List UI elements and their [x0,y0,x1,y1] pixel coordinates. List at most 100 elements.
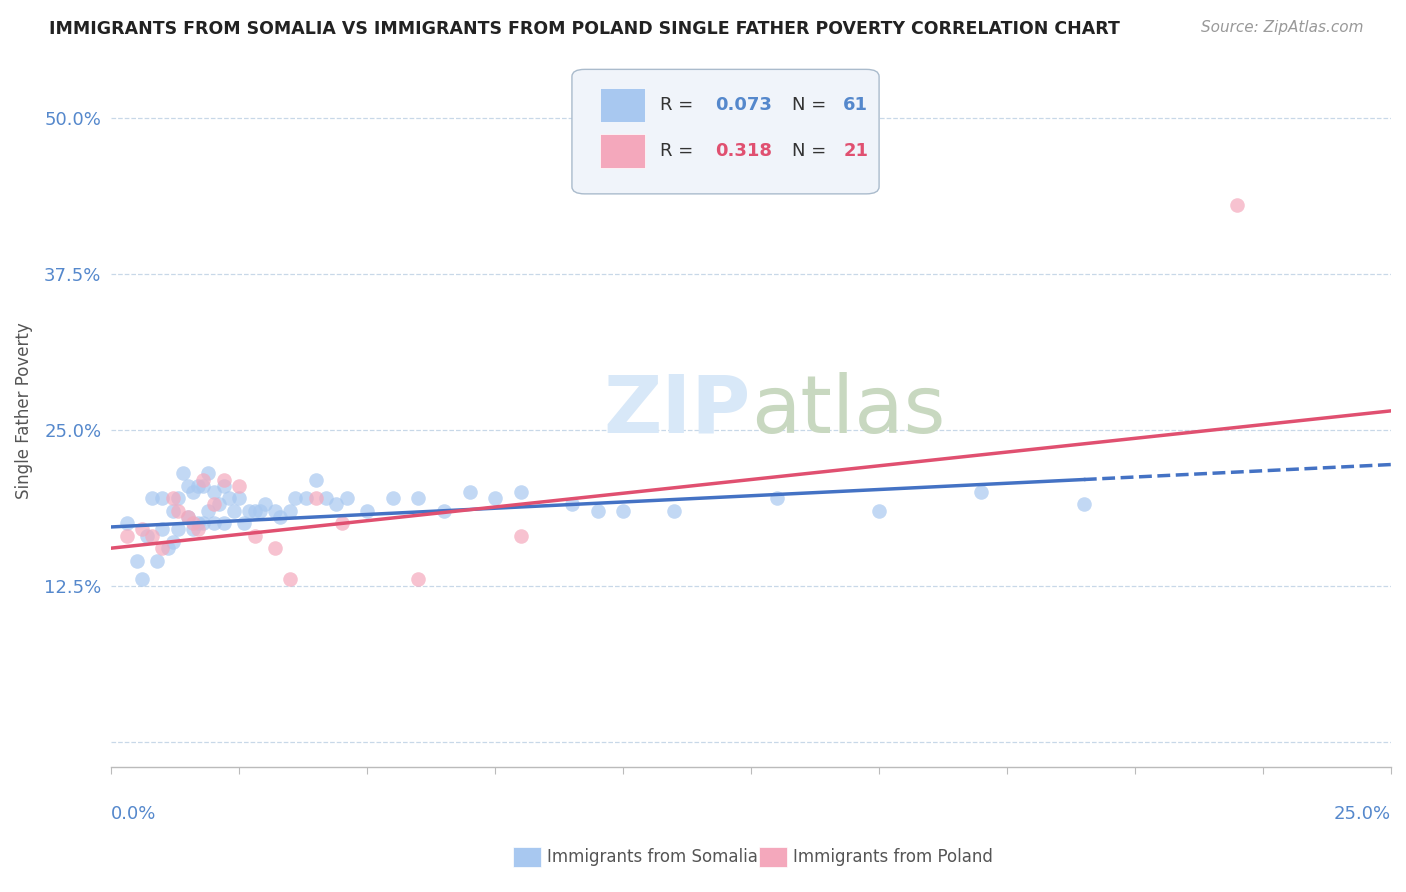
Point [177,510,200,524]
Point [177,479,200,493]
Text: atlas: atlas [751,372,945,450]
Point [146,554,169,568]
Point [305,491,328,506]
Point [561,498,583,512]
FancyBboxPatch shape [600,134,645,169]
Point [141,529,163,543]
Text: R =: R = [661,142,699,161]
Text: 0.318: 0.318 [716,142,772,161]
Point [280,504,302,518]
Point [970,485,993,500]
Text: Immigrants from Poland: Immigrants from Poland [793,848,993,866]
Point [509,529,531,543]
Text: IMMIGRANTS FROM SOMALIA VS IMMIGRANTS FROM POLAND SINGLE FATHER POVERTY CORRELAT: IMMIGRANTS FROM SOMALIA VS IMMIGRANTS FR… [49,20,1121,37]
Point [212,516,235,531]
Point [264,541,287,556]
Text: Source: ZipAtlas.com: Source: ZipAtlas.com [1201,20,1364,35]
Point [202,498,225,512]
Point [664,504,686,518]
Text: 21: 21 [844,142,869,161]
Point [222,504,245,518]
Point [612,504,634,518]
Point [187,516,209,531]
Point [141,491,163,506]
FancyBboxPatch shape [572,70,879,194]
Text: 0.0%: 0.0% [111,805,156,823]
Point [458,485,481,500]
Point [193,473,215,487]
Point [509,485,531,500]
Point [197,504,219,518]
Point [1226,198,1249,212]
FancyBboxPatch shape [600,88,645,122]
Point [202,516,225,531]
Point [294,491,316,506]
Point [315,491,337,506]
Point [269,510,291,524]
Point [284,491,307,506]
Point [156,541,179,556]
Text: Immigrants from Somalia: Immigrants from Somalia [547,848,758,866]
Point [152,491,174,506]
Point [433,504,456,518]
Point [162,504,184,518]
Point [193,516,215,531]
Point [243,529,266,543]
Point [115,529,138,543]
Point [181,485,204,500]
Point [868,504,890,518]
Point [162,491,184,506]
Point [356,504,378,518]
Text: 61: 61 [844,96,869,114]
Point [484,491,506,506]
Point [381,491,404,506]
Point [187,523,209,537]
Point [408,573,430,587]
Point [131,573,153,587]
Point [181,516,204,531]
Point [238,504,260,518]
Text: 25.0%: 25.0% [1334,805,1391,823]
Point [330,516,353,531]
Point [193,479,215,493]
Point [218,491,240,506]
Text: ZIP: ZIP [603,372,751,450]
Point [249,504,271,518]
Point [166,523,188,537]
Point [233,516,256,531]
Point [197,467,219,481]
Point [228,479,250,493]
Point [115,516,138,531]
Point [212,473,235,487]
Y-axis label: Single Father Poverty: Single Father Poverty [15,323,32,500]
Point [152,541,174,556]
Point [202,485,225,500]
Point [187,479,209,493]
Text: R =: R = [661,96,699,114]
Point [212,479,235,493]
Point [172,467,194,481]
Point [325,498,347,512]
Point [1073,498,1095,512]
Text: N =: N = [792,142,832,161]
Point [228,491,250,506]
Point [336,491,359,506]
Point [765,491,787,506]
Point [166,491,188,506]
Point [280,573,302,587]
Text: 0.073: 0.073 [716,96,772,114]
Point [253,498,276,512]
Point [162,535,184,549]
Point [586,504,609,518]
Point [166,504,188,518]
Point [125,554,148,568]
Point [408,491,430,506]
Point [152,523,174,537]
Point [181,523,204,537]
Point [208,498,231,512]
Point [177,510,200,524]
Point [136,529,159,543]
Point [305,473,328,487]
Text: N =: N = [792,96,832,114]
Point [264,504,287,518]
